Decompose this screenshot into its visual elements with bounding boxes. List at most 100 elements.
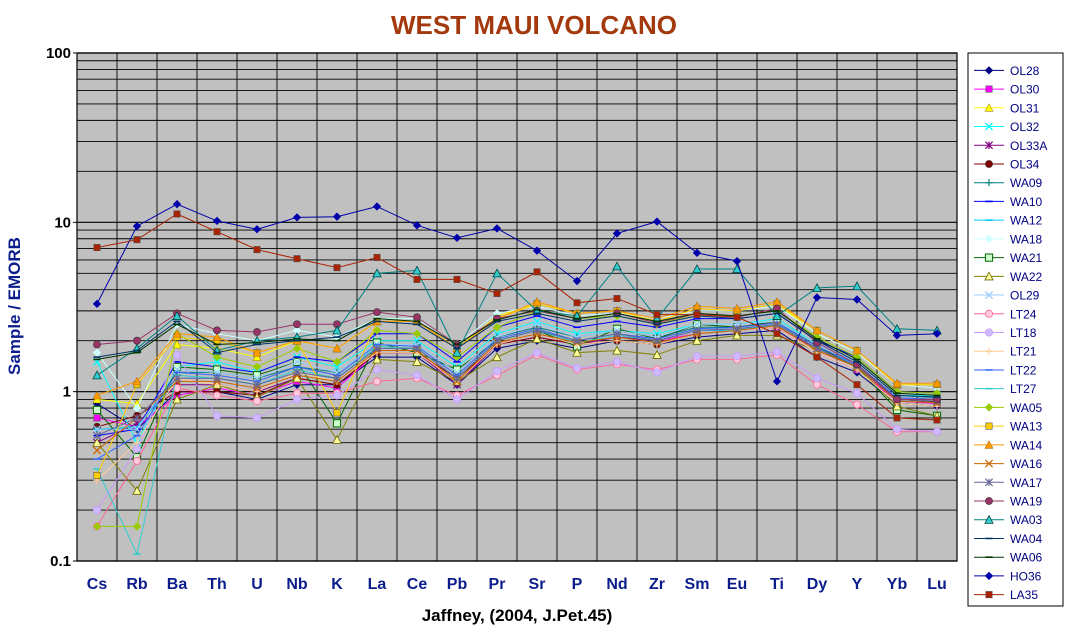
data-point-la35 xyxy=(453,275,461,283)
data-point-wa17 xyxy=(452,374,462,383)
data-point-ho36 xyxy=(572,276,582,286)
series-line-wa06 xyxy=(96,309,938,396)
data-point-wa14 xyxy=(852,345,862,355)
series-line-wa05 xyxy=(97,310,938,527)
data-point-lt24 xyxy=(372,377,381,386)
data-point-lt18 xyxy=(132,444,141,453)
data-point-wa05 xyxy=(92,522,102,531)
legend-label-wa22: WA22 xyxy=(1010,270,1043,284)
data-point-lt18 xyxy=(533,348,542,357)
plot-frame xyxy=(76,52,958,562)
data-point-wa17 xyxy=(652,336,662,345)
x-axis-label: Jaffney, (2004, J.Pet.45) xyxy=(421,606,613,625)
legend-marker-wa05 xyxy=(984,403,994,412)
x-tick-label: Eu xyxy=(727,576,747,593)
data-point-la35 xyxy=(613,294,621,302)
data-point-wa22 xyxy=(132,485,142,495)
data-point-wa03 xyxy=(452,347,462,357)
x-tick-label: Yb xyxy=(887,576,908,593)
data-point-lt24 xyxy=(212,391,221,400)
data-point-ol32 xyxy=(532,317,542,326)
data-point-wa05 xyxy=(412,329,422,338)
data-point-wa17 xyxy=(772,320,782,329)
x-tick-label: Lu xyxy=(927,576,947,593)
data-point-ol32 xyxy=(212,357,222,366)
data-point-wa17 xyxy=(692,326,702,335)
legend-marker-lt21 xyxy=(985,347,993,355)
data-point-wa05 xyxy=(292,344,302,353)
data-point-wa03 xyxy=(412,265,422,275)
data-point-wa03 xyxy=(772,310,782,320)
data-point-wa03 xyxy=(572,310,582,320)
data-point-la35 xyxy=(133,236,141,244)
data-point-wa19 xyxy=(413,313,421,322)
data-point-wa19 xyxy=(213,326,221,335)
data-point-wa22 xyxy=(612,345,622,355)
data-point-wa05 xyxy=(252,362,262,372)
legend-label-lt24: LT24 xyxy=(1010,307,1037,321)
legend-marker-ho36 xyxy=(984,571,994,581)
legend-marker-wa22 xyxy=(984,271,994,281)
legend-label-ol29: OL29 xyxy=(1010,289,1040,303)
x-tick-label: Y xyxy=(852,576,863,593)
data-point-wa22 xyxy=(412,356,422,366)
data-point-wa17 xyxy=(532,326,542,335)
x-tick-label: Rb xyxy=(126,576,148,593)
data-point-lt21 xyxy=(253,388,261,396)
legend-marker-wa09 xyxy=(985,179,993,187)
data-point-lt18 xyxy=(492,367,501,376)
x-tick-label: Th xyxy=(207,576,227,593)
data-point-lt18 xyxy=(372,365,381,374)
data-point-wa22 xyxy=(652,349,662,359)
data-point-la35 xyxy=(773,330,781,338)
x-tick-label: Zr xyxy=(649,576,665,593)
legend-marker-wa19 xyxy=(985,497,993,505)
legend-label-wa17: WA17 xyxy=(1010,476,1043,490)
data-point-wa14 xyxy=(932,378,942,388)
series-line-lt22 xyxy=(96,322,938,460)
data-point-wa03 xyxy=(852,281,862,291)
data-point-ol29 xyxy=(292,357,302,366)
data-point-la35 xyxy=(493,289,501,297)
data-point-wa17 xyxy=(292,368,302,377)
data-point-wa22 xyxy=(172,394,182,404)
data-point-la35 xyxy=(333,264,341,272)
data-point-wa22 xyxy=(92,437,102,447)
data-point-wa14 xyxy=(132,376,142,386)
data-point-ho36 xyxy=(932,329,942,338)
legend-label-wa18: WA18 xyxy=(1010,232,1043,246)
data-point-lt18 xyxy=(212,411,221,420)
legend-label-ol33a: OL33A xyxy=(1010,139,1047,153)
legend-label-lt18: LT18 xyxy=(1010,326,1037,340)
series-line-wa22 xyxy=(96,334,938,492)
y-tick-label: 10 xyxy=(54,214,71,231)
data-point-lt21 xyxy=(133,439,141,447)
data-point-ho36 xyxy=(92,299,102,309)
data-point-wa05 xyxy=(332,357,342,367)
series-line-wa17 xyxy=(96,323,938,437)
legend-marker-ol34 xyxy=(985,160,993,168)
x-tick-label: Pb xyxy=(447,576,468,593)
data-point-ol29 xyxy=(692,320,702,329)
data-point-ol32 xyxy=(412,336,422,345)
x-tick-label: Nb xyxy=(286,576,308,593)
data-point-ho36 xyxy=(492,224,502,233)
x-tick-label: K xyxy=(331,576,343,593)
data-point-wa22 xyxy=(372,354,382,364)
data-point-la35 xyxy=(373,253,381,261)
data-point-wa14 xyxy=(92,390,102,400)
data-point-la35 xyxy=(533,268,541,276)
data-point-lt18 xyxy=(653,368,662,377)
data-point-wa22 xyxy=(332,434,342,444)
x-tick-label: Pr xyxy=(489,576,506,593)
data-point-lt18 xyxy=(933,427,942,436)
legend-marker-wa13 xyxy=(985,422,993,430)
data-point-ho36 xyxy=(892,331,902,340)
data-point-wa13 xyxy=(93,471,101,479)
legend-label-wa12: WA12 xyxy=(1010,214,1043,228)
data-point-la35 xyxy=(893,414,901,422)
series-line-ol29 xyxy=(97,320,938,430)
legend-marker-ol32 xyxy=(984,122,994,131)
data-point-ho36 xyxy=(372,202,382,211)
